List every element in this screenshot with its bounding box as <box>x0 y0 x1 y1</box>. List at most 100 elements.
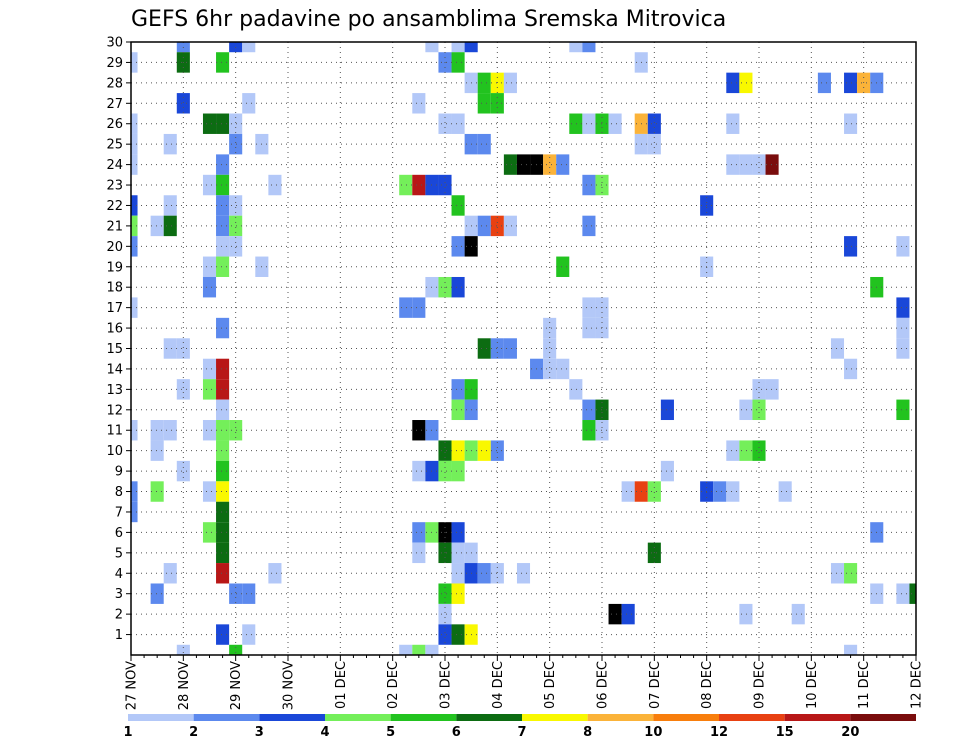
y-tick-label: 5 <box>115 546 123 561</box>
heatmap-cell <box>582 317 596 339</box>
heatmap-cell <box>647 481 661 502</box>
heatmap-cell <box>399 644 413 655</box>
heatmap-cell <box>216 154 230 175</box>
heatmap-cell <box>739 603 753 625</box>
y-tick-label: 29 <box>106 56 123 71</box>
heatmap-cell <box>726 113 740 134</box>
heatmap-cell <box>477 563 491 584</box>
heatmap-cell <box>242 42 256 53</box>
heatmap-cell <box>556 358 570 380</box>
heatmap-cell <box>242 93 256 114</box>
heatmap-cell <box>202 379 217 400</box>
heatmap-cell <box>229 236 243 257</box>
heatmap-cell <box>503 215 517 237</box>
heatmap-cell <box>765 154 779 175</box>
heatmap-cell <box>621 481 635 502</box>
colorbar-swatch <box>587 714 654 721</box>
heatmap-cell <box>726 440 740 461</box>
heatmap-cell <box>216 379 230 400</box>
heatmap-cell <box>202 420 217 441</box>
heatmap-cell <box>451 42 465 53</box>
heatmap-cell <box>464 42 478 53</box>
heatmap-cell <box>490 338 504 359</box>
heatmap-cell <box>516 154 531 175</box>
heatmap-cell <box>477 133 491 155</box>
heatmap-cell <box>844 563 858 584</box>
y-tick-label: 3 <box>115 587 123 602</box>
x-tick-label: 03 DEC <box>439 661 454 709</box>
heatmap-cell <box>131 215 138 237</box>
heatmap-cell <box>451 52 465 73</box>
y-tick-label: 28 <box>106 76 123 91</box>
heatmap-cell <box>844 72 858 94</box>
heatmap-cell <box>438 460 452 482</box>
heatmap-cell <box>176 460 190 482</box>
heatmap-cell <box>131 195 138 216</box>
heatmap-cell <box>817 72 831 94</box>
x-tick-label: 01 DEC <box>334 661 349 709</box>
heatmap-cell <box>163 195 177 216</box>
heatmap-cell <box>844 113 858 134</box>
colorbar-swatch <box>784 714 851 721</box>
heatmap-cell <box>477 72 491 94</box>
heatmap-cell <box>216 481 230 502</box>
heatmap-cell <box>131 52 138 73</box>
x-tick-label: 29 NOV <box>229 661 244 710</box>
heatmap-cell <box>412 542 426 564</box>
x-tick-label: 07 DEC <box>648 661 663 709</box>
heatmap-cell <box>909 583 916 604</box>
heatmap-cell <box>163 215 177 237</box>
colorbar-legend: 1 2 3 4 5 6 7 8 10 12 15 20 <box>123 714 916 740</box>
heatmap-cell <box>229 420 243 441</box>
colorbar-swatch <box>719 714 785 721</box>
heatmap-cell <box>438 603 452 625</box>
x-tick-label: 27 NOV <box>125 661 140 710</box>
colorbar-swatch <box>259 714 325 721</box>
heatmap-cell <box>202 276 217 298</box>
heatmap-cell <box>543 338 557 359</box>
heatmap-cell <box>752 154 766 175</box>
heatmap-cells <box>131 42 916 655</box>
heatmap-cell <box>163 133 177 155</box>
y-tick-label: 16 <box>106 322 123 337</box>
colorbar-tick-label: 15 <box>776 725 794 740</box>
y-tick-label: 23 <box>106 179 123 194</box>
y-tick-label: 13 <box>106 383 123 398</box>
colorbar-tick-label: 10 <box>644 725 662 740</box>
heatmap-cell <box>896 338 910 359</box>
heatmap-cell <box>150 583 164 604</box>
y-tick-label: 6 <box>115 526 123 541</box>
x-tick-label: 10 DEC <box>805 661 820 709</box>
heatmap-cell <box>451 460 465 482</box>
y-tick-label: 22 <box>106 199 123 214</box>
heatmap-cell <box>451 563 465 584</box>
heatmap-cell <box>412 297 426 318</box>
y-tick-label: 17 <box>106 301 123 316</box>
heatmap-cell <box>150 420 164 441</box>
heatmap-cell <box>131 420 138 441</box>
colorbar-tick-label: 4 <box>320 725 329 740</box>
x-axis-date-ticks: 27 NOV 28 NOV 29 NOV 30 NOV 01 DEC 02 DEC 03 D… <box>125 655 925 710</box>
heatmap-cell <box>216 624 230 645</box>
heatmap-cell <box>131 154 138 175</box>
heatmap-cell <box>477 338 491 359</box>
colorbar-tick-label: 12 <box>710 725 728 740</box>
heatmap-cell <box>202 256 217 277</box>
heatmap-cell <box>569 42 583 53</box>
heatmap-cell <box>556 256 570 277</box>
heatmap-cell <box>131 501 138 523</box>
heatmap-cell <box>739 440 753 461</box>
heatmap-cell <box>660 460 674 482</box>
y-tick-label: 24 <box>106 158 123 173</box>
heatmap-cell <box>399 174 413 196</box>
heatmap-cell <box>791 603 805 625</box>
heatmap-cell <box>242 624 256 645</box>
dotted-grid <box>131 41 916 655</box>
heatmap-cell <box>229 195 243 216</box>
heatmap-cell <box>216 563 230 584</box>
heatmap-cell <box>896 317 910 339</box>
heatmap-cell <box>202 522 217 543</box>
y-tick-label: 27 <box>106 97 123 112</box>
heatmap-cell <box>660 399 674 421</box>
heatmap-cell <box>543 154 557 175</box>
